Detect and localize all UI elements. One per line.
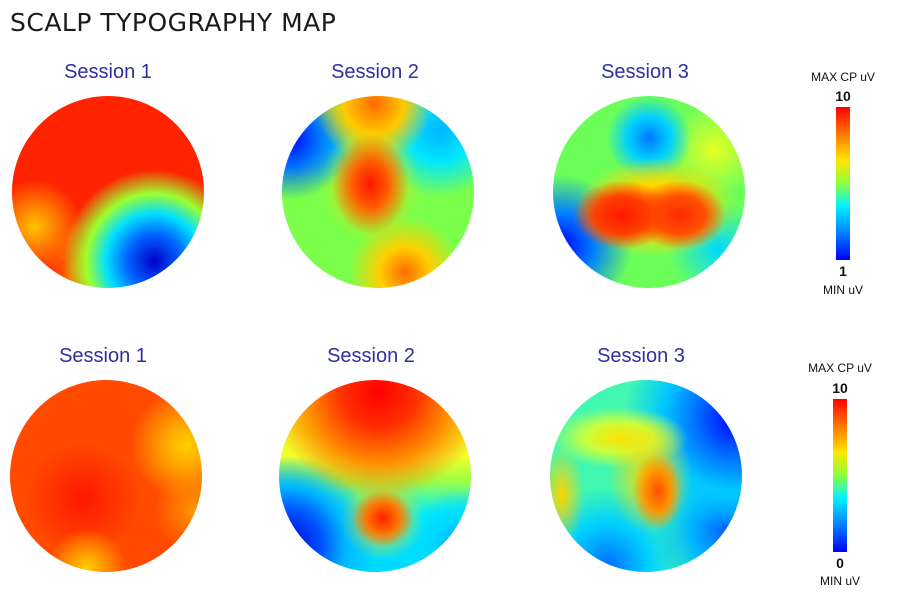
session-label-r1-s2: Session 2: [331, 61, 419, 83]
scale-title: MAX CP uV: [808, 361, 872, 375]
scalp-map-r1-s3: [553, 96, 745, 288]
scale-max-value: 10: [835, 88, 851, 104]
scale-gradient-bar: [836, 107, 850, 260]
scalp-map-r1-s2: [282, 96, 474, 288]
color-scale-r2: MAX CP uV 10 0 MIN uV: [800, 358, 880, 598]
scale-min-label: MIN uV: [822, 283, 863, 297]
session-label-r2-s2: Session 2: [327, 345, 415, 367]
scalp-map-r1-s1: [12, 96, 204, 288]
session-label-r2-s1: Session 1: [59, 345, 147, 367]
page-title: SCALP TYPOGRAPHY MAP: [10, 8, 337, 37]
session-label-r1-s1: Session 1: [64, 61, 152, 83]
session-label-r1-s3: Session 3: [601, 61, 689, 83]
scale-title: MAX CP uV: [811, 70, 875, 84]
scalp-map-r2-s2: [279, 380, 471, 572]
scalp-map-r2-s1: [10, 380, 202, 572]
color-scale-r1: MAX CP uV 10 1 MIN uV: [803, 70, 883, 310]
scale-max-value: 10: [832, 380, 848, 396]
scale-min-value: 1: [839, 263, 847, 279]
scalp-map-r2-s3: [550, 380, 742, 572]
scale-min-label: MIN uV: [819, 574, 860, 588]
scale-min-value: 0: [836, 555, 844, 571]
scale-gradient-bar: [833, 399, 847, 552]
session-label-r2-s3: Session 3: [597, 345, 685, 367]
